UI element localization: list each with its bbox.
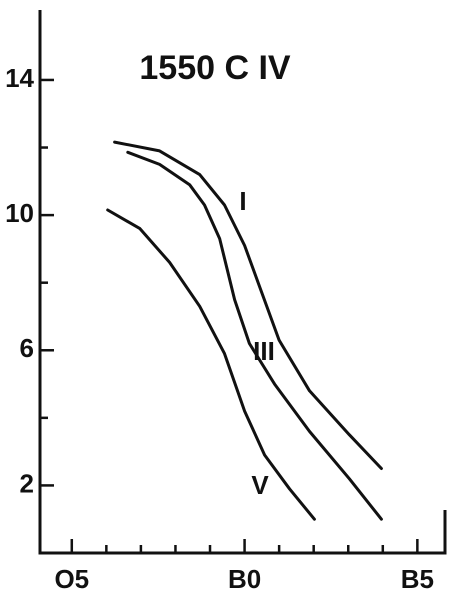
x-tick-label: O5 <box>54 564 89 594</box>
axes <box>38 10 447 555</box>
y-tick-label: 14 <box>5 63 34 93</box>
y-tick-label: 6 <box>20 333 34 363</box>
curve-label: I <box>239 186 246 216</box>
x-tick-label: B0 <box>228 564 261 594</box>
curve <box>126 150 383 521</box>
curve-label: V <box>251 470 269 500</box>
curve <box>113 140 383 470</box>
y-tick-label: 10 <box>5 198 34 228</box>
chart-title: 1550 C IV <box>139 49 291 87</box>
curve <box>106 208 316 521</box>
curve-label: III <box>253 336 275 366</box>
x-tick-label: B5 <box>401 564 434 594</box>
y-tick-label: 2 <box>20 468 34 498</box>
